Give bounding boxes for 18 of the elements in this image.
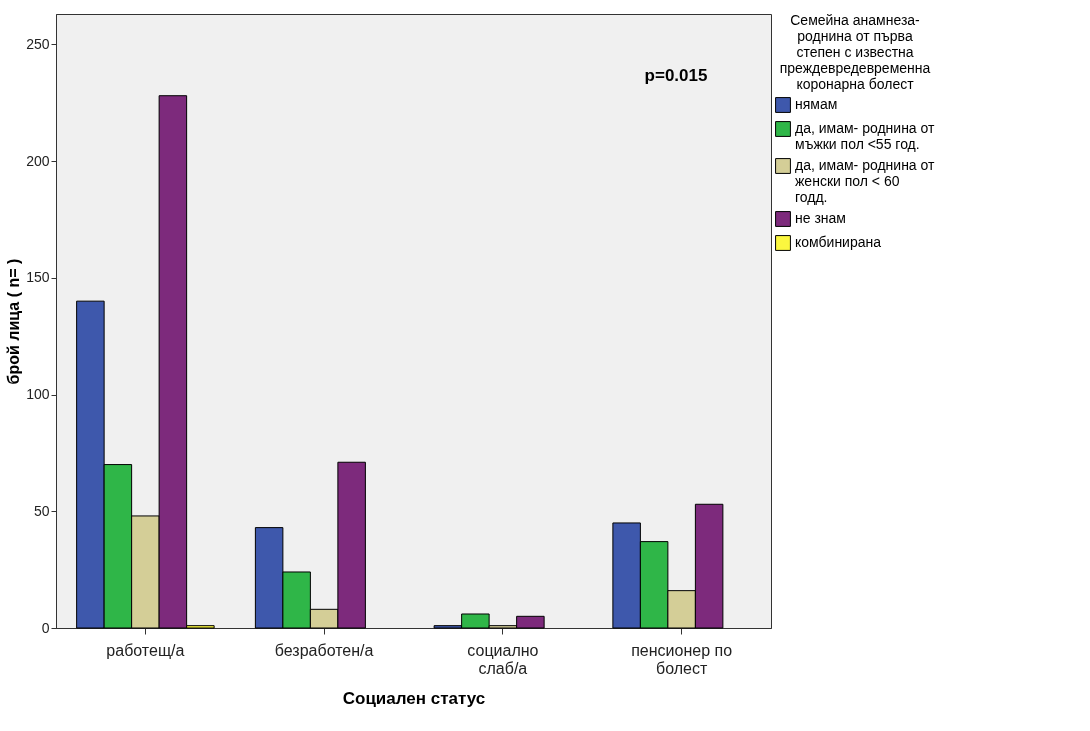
y-axis-title: брой лица ( n= ) <box>5 258 23 385</box>
legend-label: да, имам- роднина от женски пол < 60 годд. <box>795 157 936 205</box>
y-tick-label: 0 <box>41 619 50 636</box>
annotation: p=0.015 <box>644 66 708 85</box>
x-tick-label: пенсионер по болест <box>631 641 733 677</box>
legend-label: не знам <box>795 210 846 226</box>
x-axis-title: Социален статус <box>342 688 486 708</box>
y-tick-label: 150 <box>26 269 50 286</box>
legend-label: да, имам- роднина от мъжки пол <55 год. <box>795 120 936 152</box>
legend-label: комбинирана <box>795 234 882 250</box>
legend-label: нямам <box>795 96 838 112</box>
y-tick-label: 50 <box>33 502 50 519</box>
y-tick-label: 200 <box>26 152 50 169</box>
y-tick-label: 250 <box>26 35 50 52</box>
x-tick-label: работещ/а <box>106 641 185 659</box>
x-tick-label: социално слаб/а <box>467 641 539 677</box>
x-tick-label: безработен/а <box>274 641 374 659</box>
y-tick-label: 100 <box>26 386 50 403</box>
